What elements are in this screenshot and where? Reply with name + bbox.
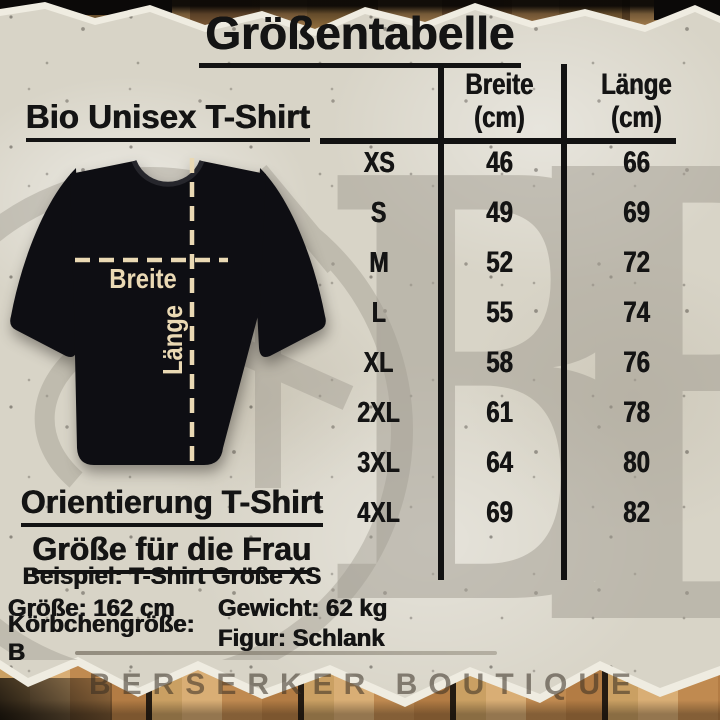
cell-text: 78	[623, 396, 650, 429]
cell-breite: 52	[438, 246, 561, 280]
cell-text: 69	[623, 196, 650, 229]
table-row: S 49 69	[320, 188, 712, 238]
tshirt-diagram: Breite Länge	[10, 158, 326, 465]
table-header-row: Breite (cm) Länge (cm)	[320, 64, 712, 138]
cell-size: 3XL	[320, 447, 438, 480]
brand-watermark-text: BERSERKER BOUTIQUE	[88, 668, 643, 701]
cell-laenge: 76	[561, 346, 712, 380]
cell-laenge: 78	[561, 396, 712, 430]
cell-breite: 58	[438, 346, 561, 380]
cell-breite: 64	[438, 446, 561, 480]
width-measure-label: Breite	[109, 262, 176, 294]
cell-text: 80	[623, 446, 650, 479]
cell-text: 52	[486, 246, 513, 279]
cell-text: 55	[486, 296, 513, 329]
cell-text: M	[369, 246, 389, 279]
header-breite-unit: (cm)	[474, 101, 525, 134]
cell-text: XL	[364, 346, 394, 379]
table-vertical-line-2	[561, 64, 567, 580]
header-laenge-label: Länge	[601, 68, 672, 101]
cell-laenge: 82	[561, 496, 712, 530]
tshirt-silhouette	[10, 161, 326, 465]
cell-text: 49	[486, 196, 513, 229]
example-line: Beispiel: T-Shirt Größe XS	[22, 563, 322, 590]
cell-text: 4XL	[357, 496, 401, 529]
cell-text: 76	[623, 346, 650, 379]
dark-corner-bottom-left	[0, 678, 112, 720]
detail-groesse: Größe: 162 cm	[8, 595, 175, 622]
header-laenge-column: Länge (cm)	[561, 64, 712, 138]
page-title-text: Größentabelle	[199, 6, 521, 68]
cell-text: 58	[486, 346, 513, 379]
cell-size: 2XL	[320, 397, 438, 430]
cell-laenge: 69	[561, 196, 712, 230]
table-row: 4XL 69 82	[320, 488, 712, 538]
table-row: L 55 74	[320, 288, 712, 338]
cell-breite: 55	[438, 296, 561, 330]
detail-figur: Figur: Schlank	[218, 625, 385, 652]
orientation-heading: Orientierung T-Shirt Größe für die Frau	[0, 482, 344, 576]
cell-breite: 69	[438, 496, 561, 530]
product-heading: Bio Unisex T-Shirt	[0, 98, 336, 142]
cell-size: 4XL	[320, 497, 438, 530]
orientation-line2: Größe für die Frau	[32, 529, 312, 574]
size-table: Breite (cm) Länge (cm) XS 46 66 S 49 69 M 52 72 L…	[320, 64, 712, 580]
divider-line	[75, 651, 497, 655]
tshirt-collar	[131, 159, 205, 187]
cell-breite: 49	[438, 196, 561, 230]
cell-text: 69	[486, 496, 513, 529]
cell-text: 74	[623, 296, 650, 329]
cell-laenge: 74	[561, 296, 712, 330]
cell-size: M	[320, 247, 438, 280]
cell-text: 64	[486, 446, 513, 479]
length-measure-label: Länge	[156, 305, 188, 375]
cell-size: S	[320, 197, 438, 230]
cell-text: L	[371, 296, 387, 329]
cell-text: 82	[623, 496, 650, 529]
table-row: XL 58 76	[320, 338, 712, 388]
product-heading-text: Bio Unisex T-Shirt	[25, 98, 311, 142]
table-row: 2XL 61 78	[320, 388, 712, 438]
table-row: M 52 72	[320, 238, 712, 288]
model-details: Größe: 162 cm Gewicht: 62 kg Körbchengrö…	[8, 594, 388, 666]
orientation-line1: Orientierung T-Shirt	[20, 482, 324, 527]
size-table-body: XS 46 66 S 49 69 M 52 72 L 55 74 XL 58 76 2XL 61 78 3XL 64 8…	[320, 138, 712, 538]
table-row: 3XL 64 80	[320, 438, 712, 488]
cell-laenge: 72	[561, 246, 712, 280]
cell-text: XS	[363, 146, 395, 179]
page-title: Größentabelle	[0, 6, 720, 68]
table-header-line	[320, 138, 676, 144]
header-size-column	[320, 64, 438, 138]
detail-koerbchengroesse: Körbchengröße: B	[8, 611, 195, 666]
detail-gewicht: Gewicht: 62 kg	[218, 595, 388, 622]
header-breite-label: Breite	[465, 68, 534, 101]
cell-breite: 46	[438, 146, 561, 180]
cell-text: 66	[623, 146, 650, 179]
table-row: XS 46 66	[320, 138, 712, 188]
cell-size: XL	[320, 347, 438, 380]
cell-text: 3XL	[357, 446, 401, 479]
cell-breite: 61	[438, 396, 561, 430]
cell-laenge: 80	[561, 446, 712, 480]
cell-size: L	[320, 297, 438, 330]
cell-text: 46	[486, 146, 513, 179]
cell-text: 72	[623, 246, 650, 279]
cell-text: S	[371, 196, 387, 229]
header-breite-column: Breite (cm)	[438, 64, 561, 138]
cell-text: 61	[486, 396, 513, 429]
cell-text: 2XL	[357, 396, 401, 429]
cell-laenge: 66	[561, 146, 712, 180]
table-vertical-line-1	[438, 64, 444, 580]
cell-size: XS	[320, 147, 438, 180]
header-laenge-unit: (cm)	[611, 101, 662, 134]
